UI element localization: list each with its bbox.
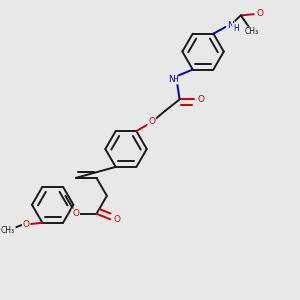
Text: O: O [23, 220, 30, 229]
Text: H: H [233, 24, 239, 33]
Text: O: O [113, 215, 120, 224]
Text: O: O [148, 117, 155, 126]
Text: H: H [172, 75, 178, 84]
Text: N: N [168, 75, 175, 84]
Text: O: O [72, 209, 79, 218]
Text: N: N [227, 21, 234, 30]
Text: O: O [197, 95, 204, 104]
Text: CH₃: CH₃ [245, 27, 259, 36]
Text: CH₃: CH₃ [1, 226, 15, 235]
Text: O: O [257, 9, 264, 18]
